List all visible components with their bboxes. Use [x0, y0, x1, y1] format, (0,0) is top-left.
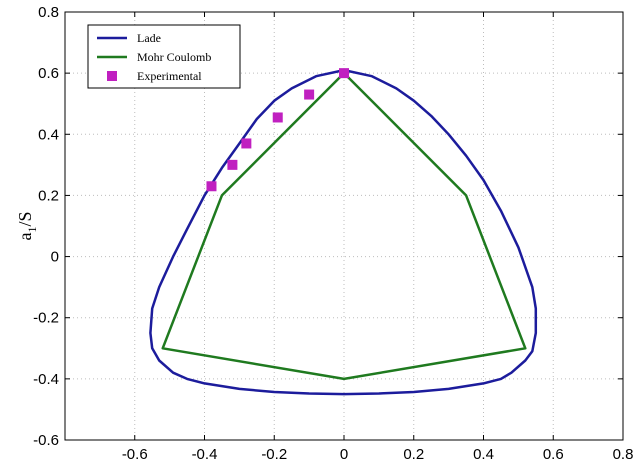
legend-label-mohr-coulomb: Mohr Coulomb	[137, 50, 211, 64]
x-tick-label: 0.2	[403, 446, 424, 463]
y-tick-label: 0.8	[38, 4, 59, 21]
data-point-experimental	[304, 89, 315, 100]
x-tick-label: -0.6	[122, 446, 148, 463]
y-axis-title-main: a	[15, 233, 35, 241]
x-tick-label: -0.2	[261, 446, 287, 463]
series-layer	[149, 68, 538, 396]
data-point-experimental	[272, 112, 283, 123]
x-tick-label: 0.4	[473, 446, 494, 463]
legend-swatch-experimental	[107, 71, 117, 81]
data-point-experimental	[339, 68, 349, 79]
series-line-mohr-coulomb	[161, 72, 527, 381]
series-line-lade	[149, 68, 538, 396]
y-axis-title-suffix: /S	[15, 211, 35, 226]
ticks	[65, 11, 624, 441]
y-tick-label: 0.6	[38, 65, 59, 82]
y-tick-label: 0.2	[38, 187, 59, 204]
y-tick-label: -0.2	[33, 310, 59, 327]
data-point-experimental	[206, 181, 217, 192]
data-point-experimental	[227, 159, 238, 170]
y-tick-label: 0	[51, 249, 59, 266]
legend-label-lade: Lade	[137, 31, 161, 45]
y-axis-title-subscript: 1	[25, 227, 39, 233]
y-axis-title: a1/S	[15, 211, 39, 240]
x-tick-label: 0	[340, 446, 348, 463]
y-tick-label: -0.4	[33, 371, 59, 388]
legend-label-experimental: Experimental	[137, 69, 202, 83]
x-tick-label: 0.6	[543, 446, 564, 463]
legend: Lade Mohr Coulomb Experimental	[87, 24, 241, 89]
data-point-experimental	[241, 138, 252, 149]
y-tick-label: -0.6	[33, 432, 59, 449]
x-tick-label: -0.4	[192, 446, 218, 463]
tick-labels: -0.6 -0.4 -0.2 0 0.2 0.4 0.6 0.8 -0.6 -0.4 -0.2 0 0.…	[33, 4, 633, 463]
x-tick-label: 0.8	[613, 446, 634, 463]
y-tick-label: 0.4	[38, 126, 59, 143]
